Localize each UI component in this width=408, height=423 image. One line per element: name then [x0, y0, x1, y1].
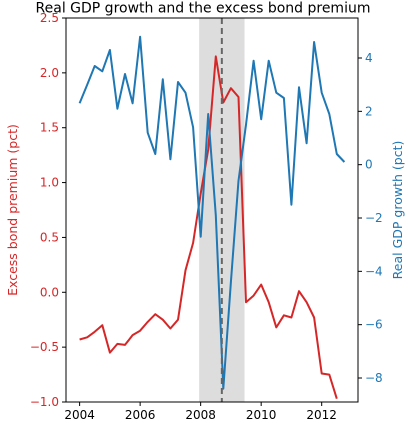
left-y-axis: −1.0 −0.5 0.0 0.5 1.0 1.5 2.0 2.5: [30, 11, 66, 409]
x-tick-label: 2004: [64, 408, 95, 422]
right-y-axis: −8 −6 −4 −2 0 2 4: [358, 51, 383, 385]
chart-title: Real GDP growth and the excess bond prem…: [36, 1, 371, 17]
right-tick-label: −4: [365, 264, 383, 278]
left-axis-title: Excess bond premium (pct): [5, 124, 20, 296]
x-axis: 2004 2006 2008 2010 2012: [64, 402, 337, 422]
right-tick-label: 4: [365, 51, 373, 65]
left-tick-label: −1.0: [30, 395, 59, 409]
left-tick-label: 0.5: [40, 230, 59, 244]
right-tick-label: 2: [365, 104, 373, 118]
gdp-growth-line: [78, 35, 346, 390]
right-tick-label: −6: [365, 318, 383, 332]
left-tick-label: 1.5: [40, 121, 59, 135]
x-tick-label: 2008: [185, 408, 216, 422]
left-tick-label: 0.0: [40, 285, 59, 299]
right-tick-label: 0: [365, 158, 373, 172]
x-tick-label: 2010: [246, 408, 277, 422]
right-tick-label: −8: [365, 371, 383, 385]
left-tick-label: 2.5: [40, 11, 59, 25]
excess-bond-premium-series: [79, 55, 338, 399]
left-tick-label: 2.0: [40, 66, 59, 80]
plot-frame: [65, 17, 359, 403]
x-tick-label: 2006: [125, 408, 156, 422]
x-tick-label: 2012: [306, 408, 337, 422]
right-tick-label: −2: [365, 211, 383, 225]
excess-bond-premium-line: [79, 55, 338, 399]
right-axis-title: Real GDP growth (pct): [390, 141, 405, 280]
left-tick-label: 1.0: [40, 176, 59, 190]
gdp-growth-series: [78, 35, 346, 390]
left-tick-label: −0.5: [30, 340, 59, 354]
